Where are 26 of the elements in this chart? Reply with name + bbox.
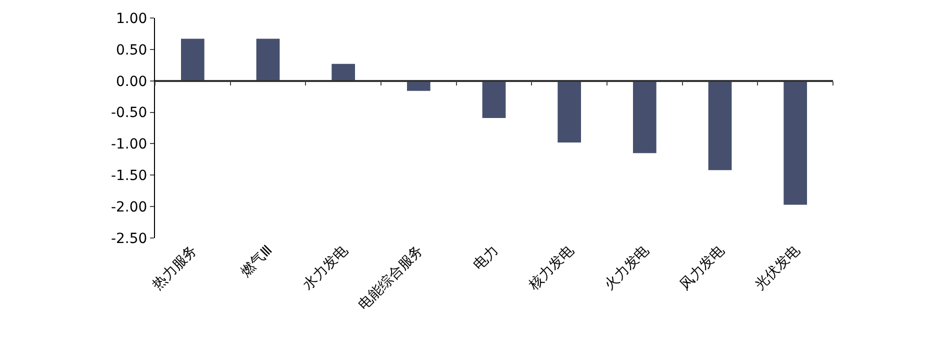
bar [558, 80, 582, 142]
x-tick-label: 风力发电 [676, 242, 728, 294]
bar [482, 80, 506, 118]
y-tick-label: 1.00 [116, 10, 148, 27]
y-tick-label: 0.50 [116, 42, 148, 58]
x-tick-label: 水力发电 [300, 242, 352, 294]
x-tick-label: 燃气Ⅲ [238, 242, 276, 280]
bar [180, 38, 204, 81]
bar [632, 80, 656, 154]
y-tick-label: -1.00 [110, 136, 148, 153]
x-tick-label: 电力 [470, 242, 502, 274]
bar [784, 80, 808, 205]
y-tick-label: -1.50 [110, 168, 148, 184]
bar [708, 80, 732, 170]
y-tick-label: -2.00 [110, 199, 148, 216]
x-tick-label: 热力服务 [150, 242, 200, 294]
x-tick-label: 火力发电 [602, 242, 652, 294]
x-tick-label: 电能综合服务 [356, 242, 426, 314]
bar [256, 38, 280, 81]
x-tick-label: 光伏发电 [752, 242, 804, 294]
y-tick-label: 0.00 [116, 74, 148, 90]
y-tick-label: -2.50 [110, 230, 148, 247]
y-tick-label: -0.50 [110, 105, 148, 122]
bar [406, 80, 430, 91]
bar [332, 64, 356, 81]
x-tick-label: 核力发电 [525, 242, 578, 294]
